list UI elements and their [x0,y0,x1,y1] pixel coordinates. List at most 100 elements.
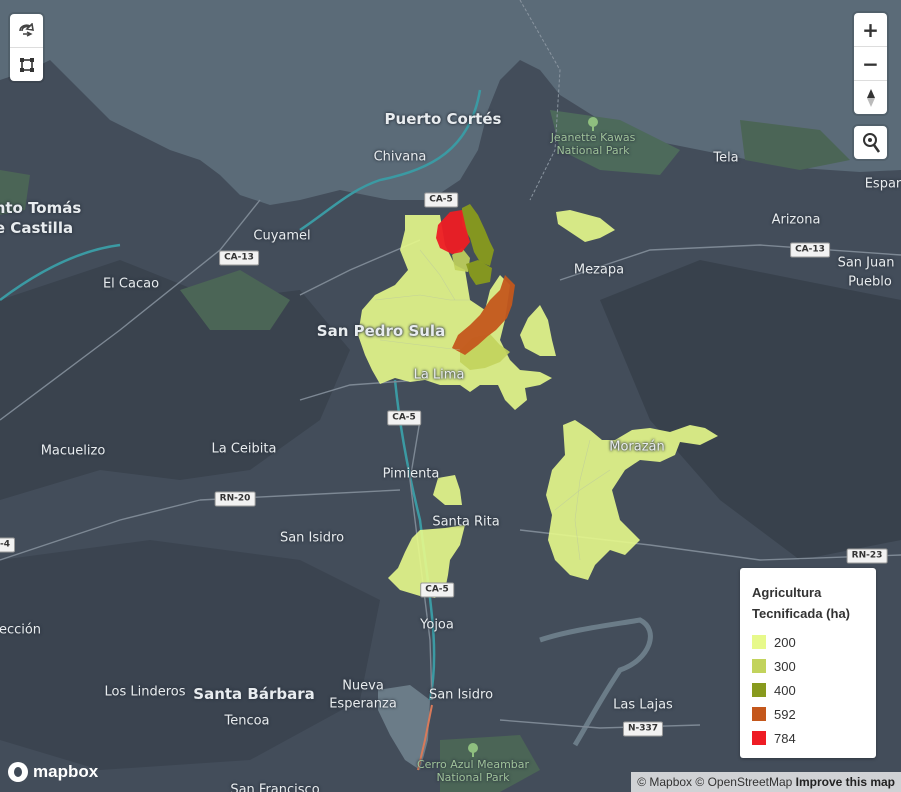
legend-swatch [752,683,766,697]
road-shield: CA-5 [387,410,421,426]
road-shield: RN-20 [214,491,256,507]
region-300[interactable] [452,248,470,272]
tree-icon [468,743,478,757]
compass-button[interactable] [854,81,887,114]
road-shield: CA-13 [790,242,830,258]
locate-button[interactable] [854,126,887,159]
attribution-mapbox-link[interactable]: © Mapbox [637,775,693,789]
legend-title: Agricultura Tecnificada (ha) [752,582,864,624]
rotate-button[interactable] [10,14,43,48]
select-area-icon [19,57,34,72]
place-label: Esperanza [329,696,397,712]
attribution-osm-link[interactable]: © OpenStreetMap [695,775,793,789]
legend-label: 784 [774,730,796,746]
place-label: ección [0,622,42,638]
place-label: San Juan [837,255,895,271]
place-label: Yojoa [420,617,454,633]
compass-icon [866,88,875,107]
place-label: La Lima [413,367,465,383]
draw-controls [10,14,43,81]
park-area [180,270,290,330]
place-label: La Ceibita [211,441,277,457]
road-shield: N-337 [622,721,664,737]
place-label: Los Linderos [104,684,186,700]
park-area [550,110,680,175]
magnifier-location-icon [862,132,880,153]
legend-label: 200 [774,634,796,650]
legend: Agricultura Tecnificada (ha) 200 300 400 59… [740,568,876,758]
region-200[interactable] [388,525,465,598]
place-label: Cuyamel [253,228,311,244]
park-area [0,170,30,215]
zoom-in-button[interactable]: + [854,13,887,47]
place-label: Santa Bárbara [193,685,315,703]
improve-map-link[interactable]: Improve this map [795,775,895,789]
park-area [740,120,850,170]
road-shield: CA-5 [420,582,454,598]
legend-item: 592 [752,702,864,726]
river [393,379,436,701]
legend-label: 400 [774,682,796,698]
place-label: San Isidro [279,530,345,546]
tree-icon [588,117,598,131]
place-label: Santa Rita [432,514,500,530]
place-label: Mezapa [573,262,625,278]
highway-ca5-south [417,704,433,771]
legend-item: 784 [752,726,864,750]
place-label: Espar [864,176,901,192]
legend-swatch [752,635,766,649]
place-label: nto Tomás [0,199,82,217]
land-shade [0,540,380,770]
place-label: Puerto Cortés [384,110,502,128]
legend-title-line2: Tecnificada (ha) [752,606,851,621]
park-label: Cerro Azul Meambar National Park [416,758,530,784]
place-label: Chivana [373,149,427,165]
sea [0,0,901,205]
place-label: Pimienta [382,466,440,482]
lake-yojoa [378,685,430,770]
zoom-out-button[interactable]: − [854,47,887,81]
mapbox-logo[interactable]: mapbox [8,762,98,782]
place-label: Macuelizo [40,443,106,459]
choropleth-layer[interactable] [358,204,718,598]
place-label: e Castilla [0,219,74,237]
land-shade [600,260,901,560]
region-592[interactable] [452,275,515,355]
railway [519,0,561,201]
place-label: Arizona [771,212,821,228]
place-label: Tela [713,150,739,166]
place-label: Pueblo [848,274,892,290]
region-784[interactable] [436,210,470,254]
legend-item: 400 [752,678,864,702]
region-400[interactable] [466,260,492,285]
legend-swatch [752,707,766,721]
region-400[interactable] [462,204,494,266]
region-borders [374,249,611,561]
river [0,243,121,302]
place-label: San Pedro Sula [316,322,446,340]
legend-item: 200 [752,630,864,654]
region-200[interactable] [358,215,552,410]
region-200[interactable] [546,420,718,580]
legend-label: 300 [774,658,796,674]
region-200[interactable] [433,475,462,505]
legend-swatch [752,731,766,745]
attribution: © Mapbox © OpenStreetMap Improve this ma… [631,772,901,792]
road-shield: -4 [0,537,15,553]
place-label: San Isidro [428,687,494,703]
region-200[interactable] [520,305,556,356]
legend-label: 592 [774,706,796,722]
legend-items: 200 300 400 592 784 [752,630,864,750]
select-area-button[interactable] [10,48,43,81]
reservoir [539,617,653,747]
park-label: Jeanette Kawas National Park [550,131,636,157]
region-200[interactable] [556,210,615,242]
place-label: Tencoa [224,713,270,729]
road-shield: RN-23 [846,548,888,564]
legend-item: 300 [752,654,864,678]
place-label: San Francisco [230,782,320,792]
place-label: Las Lajas [613,697,673,713]
legend-swatch [752,659,766,673]
